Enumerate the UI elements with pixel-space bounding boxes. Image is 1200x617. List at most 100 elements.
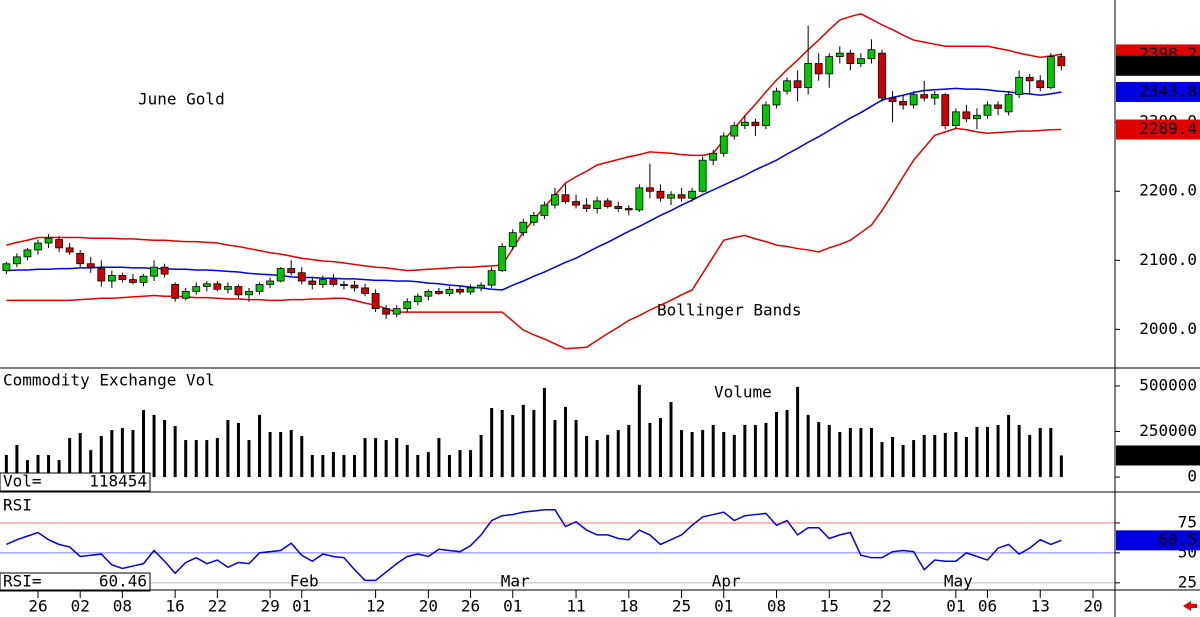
candle-body (909, 94, 918, 106)
value-readout: 118454 (89, 472, 147, 491)
volume-bar (764, 422, 768, 478)
candle-body (983, 104, 992, 116)
candle-body (392, 308, 401, 315)
volume-bar (669, 401, 673, 478)
candle-body (287, 268, 296, 274)
volume-bar (511, 414, 515, 478)
volume-last: 118454 (1139, 445, 1197, 464)
candle-body (857, 58, 865, 64)
candle-body (740, 121, 749, 127)
volume-bar (996, 424, 1000, 478)
volume-bar (922, 434, 926, 478)
candle-body (403, 301, 412, 310)
candle-body (498, 246, 507, 272)
volume-bar (848, 428, 852, 478)
volume-bar (25, 460, 29, 478)
volume-bar (500, 410, 504, 478)
candle-body (582, 204, 591, 209)
volume-bar (564, 406, 567, 478)
candle-body (804, 63, 813, 89)
candle-body (730, 125, 739, 137)
volume-bar (542, 387, 546, 478)
x-tick-label: 02 (71, 597, 90, 616)
candle-body (677, 194, 686, 199)
candle-body (698, 159, 707, 192)
volume-bar (4, 455, 8, 478)
rsi-line (6, 509, 1062, 582)
x-tick-label: 01 (292, 597, 311, 616)
candle-body (614, 206, 623, 209)
volume-bar (933, 434, 937, 478)
candle-body (603, 200, 612, 207)
volume-bar (711, 424, 715, 478)
candle-body (202, 283, 211, 287)
volume-bar (680, 430, 684, 478)
volume-bar (943, 432, 947, 478)
volume-bar (289, 430, 293, 478)
x-tick-label: 16 (166, 597, 185, 616)
volume-bar (1017, 424, 1021, 478)
x-tick-label: 18 (619, 597, 638, 616)
volume-bar (838, 432, 842, 478)
volume-bar (1059, 455, 1063, 478)
candle-body (129, 279, 137, 283)
lower-last-box (1116, 119, 1200, 140)
volume-bar (627, 424, 631, 478)
volume-bar (279, 432, 283, 478)
candle-body (1015, 76, 1024, 95)
volume-bar (110, 430, 114, 478)
candle-body (477, 284, 486, 289)
volume-bar (226, 420, 230, 478)
x-tick-label: 22 (208, 597, 227, 616)
volume-bar (120, 428, 124, 478)
volume-bar (637, 384, 641, 478)
candle-body (424, 290, 433, 297)
volume-bar (574, 420, 578, 478)
candle-body (65, 247, 74, 253)
volume-bar (258, 414, 262, 478)
volume-bar (310, 455, 314, 478)
candle-body (329, 279, 338, 285)
volume-bar (775, 412, 778, 478)
candle-body (234, 286, 243, 296)
x-tick-label: 20 (1083, 597, 1102, 616)
volume-bar (447, 455, 451, 478)
annotation: Volume (714, 383, 772, 402)
volume-bar (15, 444, 19, 478)
x-tick-label: 08 (767, 597, 786, 616)
volume-bar (99, 436, 103, 478)
annotation: Bollinger Bands (657, 301, 802, 320)
volume-bar (236, 422, 240, 478)
candle-body (118, 275, 127, 281)
candle-body (12, 256, 21, 265)
x-tick-label: 20 (419, 597, 438, 616)
volume-bar (469, 450, 473, 478)
volume-bar (215, 438, 219, 478)
volume-bar (342, 455, 346, 478)
volume-bar (521, 404, 525, 478)
volume-bar (1038, 428, 1042, 478)
candle-body (213, 283, 222, 290)
volume-bar (331, 452, 335, 478)
candle-body (888, 97, 897, 102)
candle-body (930, 94, 939, 99)
candle-body (667, 194, 675, 199)
x-tick-label: 29 (260, 597, 279, 616)
x-tick-label: 12 (366, 597, 385, 616)
candle-body (181, 290, 190, 299)
volume-bar (426, 452, 430, 478)
volume-bar (384, 440, 388, 478)
month-label: Mar (501, 572, 530, 591)
candle-body (508, 232, 517, 247)
volume-bar (47, 455, 51, 478)
candle-body (97, 268, 106, 282)
value-prefix: RSI= (3, 572, 42, 591)
candle-body (266, 280, 275, 285)
chart-title: June Gold (138, 90, 225, 109)
close-last-box (1116, 55, 1200, 76)
volume-bar (194, 440, 198, 478)
volume-bar (184, 440, 188, 478)
candle-body (529, 215, 538, 223)
